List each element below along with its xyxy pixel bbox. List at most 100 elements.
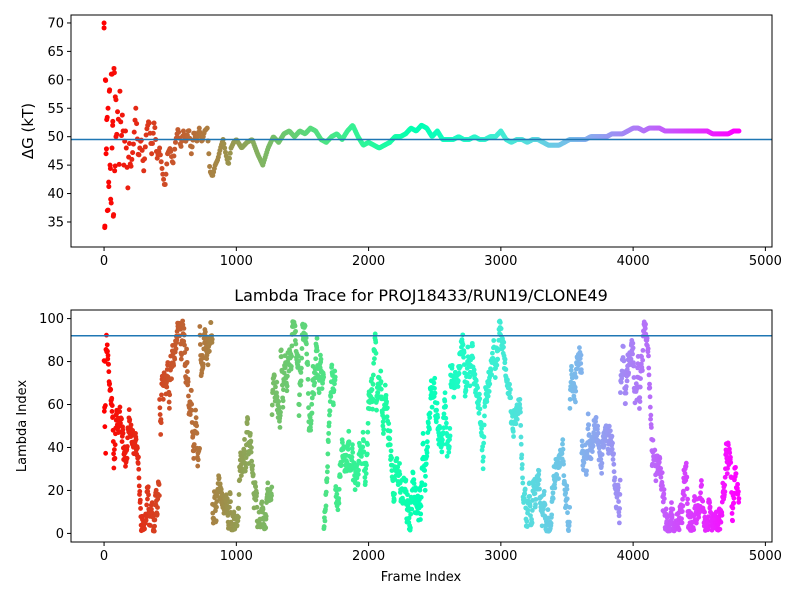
bottom-point: [476, 410, 482, 416]
bottom-point: [679, 516, 684, 522]
bottom-point: [563, 490, 569, 496]
y-tick-label-0: 35: [47, 215, 64, 230]
bottom-point: [487, 381, 493, 387]
bottom-point: [422, 482, 428, 488]
bottom-point: [184, 346, 189, 352]
bottom-point: [325, 439, 331, 445]
bottom-point: [295, 353, 301, 359]
bottom-point: [101, 408, 107, 414]
bottom-point: [733, 464, 738, 470]
bottom-point: [305, 376, 311, 382]
bottom-point: [449, 362, 455, 368]
bottom-point: [206, 348, 212, 354]
bottom-point: [647, 385, 653, 391]
bottom-point: [165, 360, 171, 365]
bottom-point: [280, 398, 286, 404]
bottom-point: [609, 446, 615, 452]
bottom-point: [700, 498, 706, 504]
bottom-point: [123, 463, 128, 469]
bottom-point: [481, 434, 487, 440]
bottom-point: [158, 432, 164, 437]
y-tick-label-6: 65: [47, 45, 64, 60]
bottom-point: [309, 410, 315, 416]
bottom-point: [352, 487, 358, 493]
top-point: [112, 163, 118, 169]
bottom-point: [575, 366, 580, 372]
bottom-point: [248, 438, 254, 444]
bottom-point: [111, 465, 117, 471]
bottom-point: [159, 392, 164, 398]
bottom-point: [312, 380, 318, 386]
bottom-point: [579, 370, 584, 375]
bottom-point: [268, 497, 274, 503]
bottom-point: [363, 471, 369, 476]
bottom-point: [152, 523, 157, 529]
top-point: [149, 141, 155, 147]
bottom-point: [610, 440, 615, 446]
bottom-point: [524, 524, 530, 529]
bottom-point: [730, 518, 735, 524]
bottom-point: [451, 394, 457, 400]
bottom-point: [282, 365, 288, 371]
bottom-point: [598, 456, 604, 462]
bottom-point: [507, 381, 512, 387]
bottom-point: [471, 367, 477, 373]
bottom-point: [611, 461, 617, 467]
bottom-point: [136, 475, 142, 481]
bottom-point: [683, 460, 689, 466]
bottom-point: [441, 411, 447, 417]
bottom-point: [640, 357, 646, 363]
bottom-point: [661, 491, 667, 497]
bottom-point: [432, 385, 437, 391]
bottom-point: [298, 370, 304, 375]
bottom-point: [319, 386, 325, 391]
bottom-point: [572, 371, 578, 377]
bottom-point: [572, 384, 578, 390]
bottom-point: [245, 416, 251, 422]
bottom-point: [309, 401, 315, 407]
bottom-point: [527, 494, 533, 499]
bottom-point: [372, 356, 377, 362]
bottom-point: [637, 384, 643, 390]
bottom-point: [152, 517, 158, 523]
bottom-point: [375, 390, 381, 395]
bottom-point: [554, 472, 560, 478]
bottom-point: [583, 472, 589, 477]
bottom-point: [684, 501, 690, 507]
bottom-point: [513, 421, 519, 427]
bottom-point: [696, 514, 702, 520]
bottom-point: [518, 434, 524, 440]
bottom-point: [439, 437, 445, 443]
bottom-point: [418, 503, 424, 509]
bottom-point: [278, 409, 283, 415]
bottom-point: [181, 338, 187, 344]
bottom-point: [705, 514, 711, 520]
top-point: [206, 151, 212, 157]
bottom-point: [254, 504, 260, 510]
bottom-point: [406, 515, 412, 521]
bottom-point: [616, 513, 622, 519]
bottom-point: [117, 404, 123, 410]
bottom-point: [102, 424, 108, 430]
bottom-point: [166, 399, 172, 405]
bottom-point: [380, 423, 386, 429]
bottom-point: [289, 353, 295, 359]
top-point: [204, 125, 210, 131]
bottom-point: [249, 467, 255, 472]
bottom-point: [702, 509, 707, 515]
bottom-point: [519, 462, 525, 467]
bottom-point: [626, 370, 632, 376]
bottom-point: [356, 467, 361, 473]
bottom-point: [280, 404, 286, 410]
bottom-point: [670, 506, 676, 512]
bottom-point: [638, 376, 643, 382]
bottom-point: [157, 405, 163, 411]
bottom-point: [560, 441, 565, 447]
bottom-point: [171, 362, 177, 368]
bottom-point: [378, 386, 384, 392]
x-tick-label-0: 0: [100, 549, 108, 564]
bottom-point: [187, 412, 193, 417]
top-point: [221, 141, 227, 147]
bottom-point: [105, 352, 111, 358]
bottom-point: [308, 418, 314, 424]
